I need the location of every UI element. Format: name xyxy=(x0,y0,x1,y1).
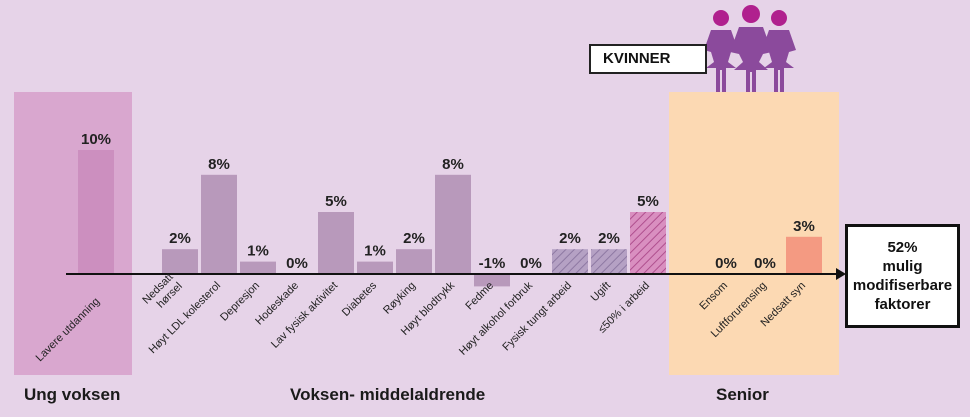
bar-16 xyxy=(786,236,822,274)
bar-11 xyxy=(552,249,588,274)
women-label-box: KVINNER xyxy=(589,44,707,74)
data-label-1: 2% xyxy=(169,230,191,247)
data-label-5: 5% xyxy=(325,193,347,210)
data-label-0: 10% xyxy=(81,131,111,148)
data-label-3: 1% xyxy=(247,243,269,260)
data-label-14: 0% xyxy=(715,255,737,272)
category-label-12: Ugift xyxy=(589,280,613,304)
data-label-12: 2% xyxy=(598,230,620,247)
data-label-7: 2% xyxy=(403,230,425,247)
women-group-icon xyxy=(704,5,796,92)
summary-box: 52% mulig modifiserbare faktorer xyxy=(845,224,960,328)
data-label-13: 5% xyxy=(637,193,659,210)
category-label-1: Nedsatthørsel xyxy=(140,271,184,315)
senior-panel xyxy=(669,92,839,375)
category-label-14: Ensom xyxy=(697,280,730,313)
bar-1 xyxy=(162,249,198,274)
data-label-2: 8% xyxy=(208,156,230,173)
data-label-11: 2% xyxy=(559,230,581,247)
data-label-9: -1% xyxy=(479,255,506,272)
bar-6 xyxy=(357,261,393,274)
data-label-16: 3% xyxy=(793,218,815,235)
bar-7 xyxy=(396,249,432,274)
category-label-6: Diabetes xyxy=(340,279,380,319)
category-label-7: Røyking xyxy=(381,280,418,317)
summary-text: 52% mulig modifiserbare faktorer xyxy=(852,239,953,313)
bar-8 xyxy=(435,174,471,274)
x-axis-arrow xyxy=(836,268,846,280)
data-label-8: 8% xyxy=(442,156,464,173)
category-label-0: Lavere utdanning xyxy=(34,296,103,365)
data-label-4: 0% xyxy=(286,255,308,272)
data-label-10: 0% xyxy=(520,255,542,272)
group-label-young: Ung voksen xyxy=(24,385,121,404)
bar-0 xyxy=(78,150,114,274)
data-label-15: 0% xyxy=(754,255,776,272)
category-label-11: Fysisk tungt arbeid xyxy=(500,280,574,354)
bar-12 xyxy=(591,249,627,274)
group-label-senior: Senior xyxy=(716,385,769,404)
bar-9 xyxy=(474,274,510,287)
women-label: KVINNER xyxy=(603,50,671,67)
category-label-10: Høyt alkohol forbruk xyxy=(457,279,535,357)
bar-3 xyxy=(240,261,276,274)
data-label-6: 1% xyxy=(364,243,386,260)
bar-5 xyxy=(318,212,354,274)
bar-2 xyxy=(201,174,237,274)
bar-13 xyxy=(630,212,666,274)
group-label-middle: Voksen- middelaldrende xyxy=(290,385,486,404)
category-label-5: Lav fysisk aktivitet xyxy=(269,280,340,351)
